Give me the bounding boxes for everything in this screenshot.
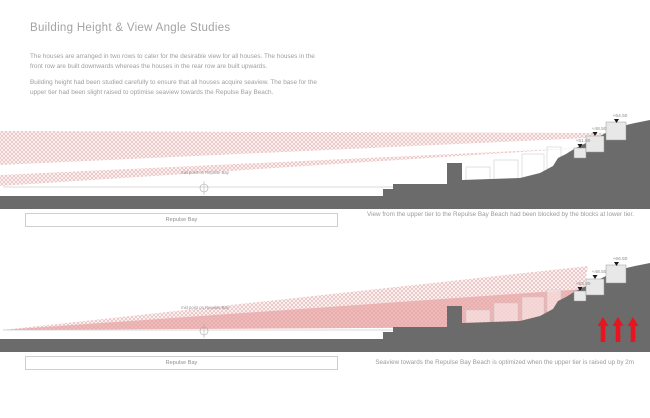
elevation-marker-mid-icon <box>592 132 598 136</box>
elevation-label-base: +51.80 <box>576 138 591 144</box>
terrain-profile <box>0 120 650 209</box>
midpoint-label: mid point on Repulse Bay <box>181 305 230 310</box>
raise-up-arrows-icon <box>597 317 639 342</box>
elevation-marker-base-icon <box>577 144 583 148</box>
page-title: Building Height & View Angle Studies <box>30 22 231 34</box>
elevation-label-base: +53.80 <box>576 281 591 287</box>
elevation-label-upper: +64.50 <box>613 113 628 119</box>
view-cone-optimized-hatch <box>2 289 584 330</box>
midpoint-label: mid point on Repulse Bay <box>181 170 230 175</box>
terrain-profile <box>0 263 650 352</box>
elevation-marker-upper-icon <box>614 119 619 123</box>
upper-tier-building <box>605 264 627 284</box>
section-diagram-existing: +64.50 +48.50 +51.80 mid point on Repuls… <box>0 113 650 209</box>
view-cone-upper-tier <box>0 131 610 165</box>
elevation-label-mid: +48.50 <box>592 269 607 275</box>
elevation-marker-mid-icon <box>592 275 598 279</box>
elevation-marker-upper-icon <box>614 262 619 266</box>
intro-paragraph-2: Building height had been studied careful… <box>30 79 317 96</box>
upper-tier-base-block <box>573 290 587 302</box>
upper-tier-base-block <box>573 147 587 159</box>
view-cone-upper-tier <box>2 266 588 330</box>
repulse-bay-extent-label: Repulse Bay <box>25 356 338 370</box>
diagram2-caption: Seaview towards the Repulse Bay Beach is… <box>375 359 634 366</box>
repulse-bay-extent-label: Repulse Bay <box>25 213 338 227</box>
diagram1-caption: View from the upper tier to the Repulse … <box>367 211 634 218</box>
elevation-label-upper: +66.50 <box>613 256 628 262</box>
section-diagram-optimized: +66.50 +48.50 +53.80 mid point on Repuls… <box>0 256 650 352</box>
upper-tier-building <box>605 121 627 141</box>
elevation-label-mid: +48.50 <box>592 126 607 132</box>
intro-paragraph-1: The houses are arranged in two rows to c… <box>30 53 315 70</box>
view-cone-lower-tier <box>0 148 582 186</box>
elevation-marker-base-icon <box>577 287 583 291</box>
